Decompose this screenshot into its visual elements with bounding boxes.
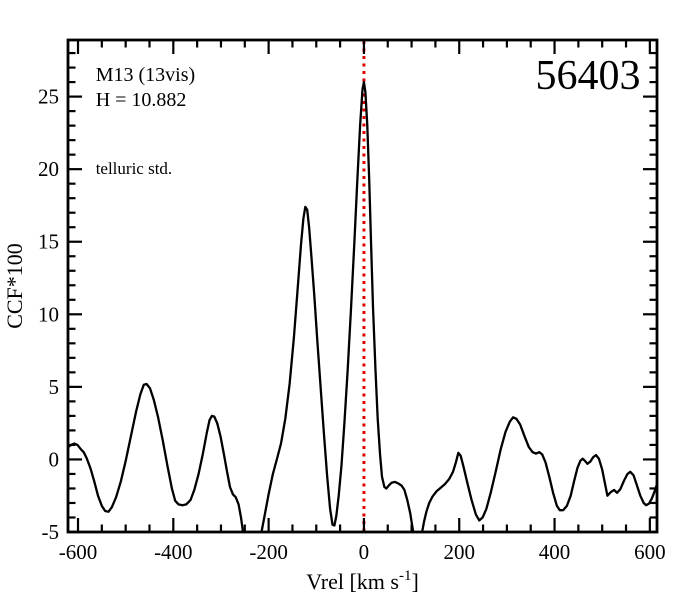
x-tick-label: 400 [539,540,571,564]
axes-frame [66,38,659,534]
x-tick-label: -600 [59,540,98,564]
x-tick-label: -400 [154,540,193,564]
y-tick-label: -5 [42,520,60,544]
annotation-telluric-flag: telluric std. [96,159,172,178]
y-tick-label: 20 [38,157,59,181]
ccf-curve [68,80,657,532]
x-tick-label: 0 [359,540,370,564]
y-axis-label: CCF*100 [2,243,27,329]
x-axis-label: Vrel [km s-1] [306,568,419,594]
y-tick-label: 10 [38,302,59,326]
x-tick-label: -200 [249,540,288,564]
annotation-h-magnitude: H = 10.882 [96,89,187,111]
annotation-mjd-label: 56403 [536,53,641,99]
y-tick-label: 15 [38,230,59,254]
y-tick-label: 5 [49,375,60,399]
y-tick-label: 25 [38,85,59,109]
y-tick-label: 0 [49,447,60,471]
x-tick-label: 200 [443,540,475,564]
annotation-target-name: M13 (13vis) [96,64,195,86]
x-tick-label: 600 [634,540,666,564]
